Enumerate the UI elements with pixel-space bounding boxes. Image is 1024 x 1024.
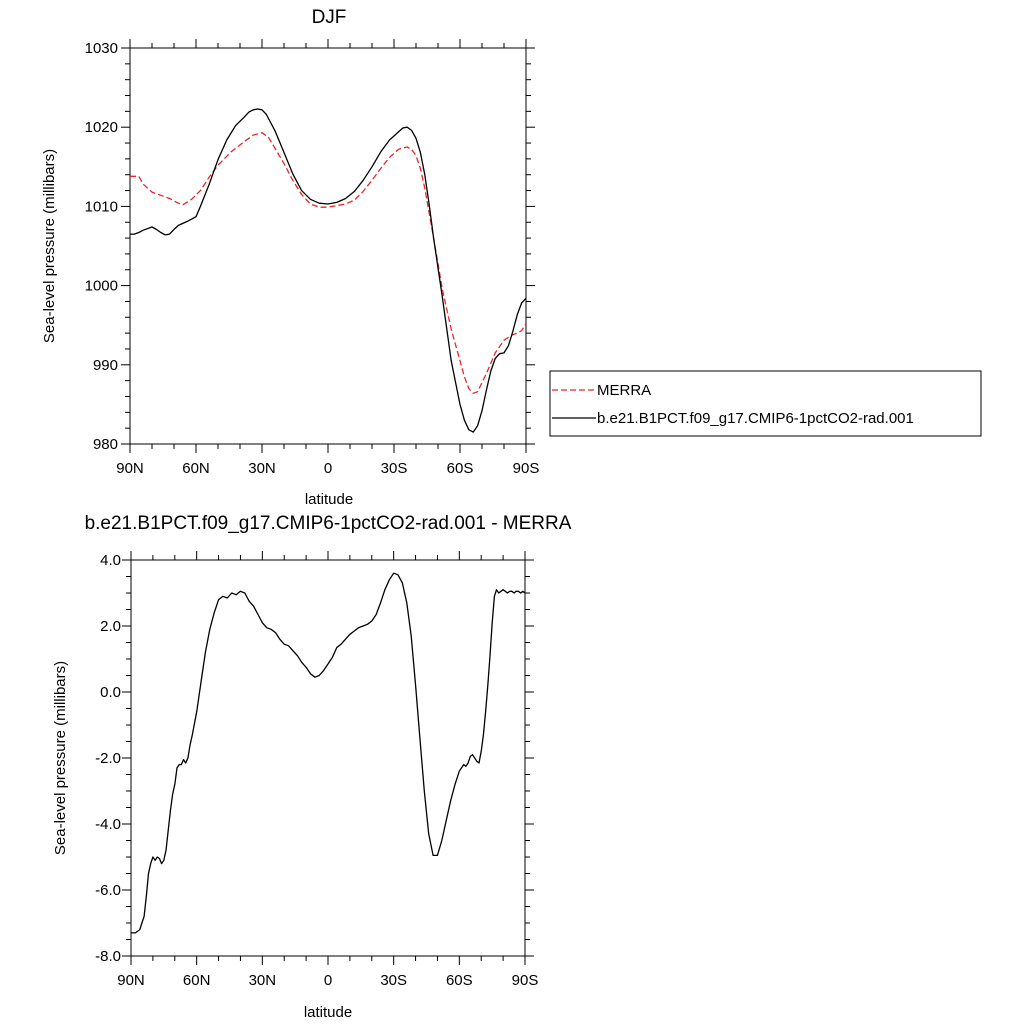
legend-label-merra: MERRA xyxy=(597,382,651,399)
top-y-tick-label: 1010 xyxy=(85,198,118,215)
bottom-y-tick-label: -2.0 xyxy=(95,750,121,767)
bottom-x-tick-label: 60S xyxy=(446,972,473,989)
bottom-y-tick-label: -8.0 xyxy=(95,948,121,965)
bottom-y-tick-label: -4.0 xyxy=(95,816,121,833)
bottom-y-axis: -8.0 -6.0 -4.0 -2.0 0.0 2.0 4.0 xyxy=(95,552,534,965)
top-x-axis: 90N 60N 30N 0 30S 60S 90S xyxy=(116,39,539,477)
bottom-x-tick-label: 90S xyxy=(512,972,539,989)
bottom-y-tick-label: 4.0 xyxy=(100,552,121,569)
top-x-tick-label: 30N xyxy=(248,460,276,477)
bottom-x-tick-label: 90N xyxy=(117,972,145,989)
top-panel: DJF 980 990 1000 1010 1020 1030 90N 60N 30N 0 30S… xyxy=(41,7,539,508)
legend-box xyxy=(549,370,982,437)
top-y-axis-title: Sea-level pressure (millibars) xyxy=(41,149,58,343)
bottom-series-line-0 xyxy=(131,572,526,934)
top-x-tick-label: 90N xyxy=(116,460,144,477)
legend-label-model: b.e21.B1PCT.f09_g17.CMIP6-1pctCO2-rad.00… xyxy=(597,410,914,427)
top-x-tick-label: 0 xyxy=(324,460,332,477)
top-series-line-1 xyxy=(130,108,527,433)
bottom-y-tick-label: -6.0 xyxy=(95,882,121,899)
legend: MERRA b.e21.B1PCT.f09_g17.CMIP6-1pctCO2-… xyxy=(549,370,982,437)
bottom-x-axis-title: latitude xyxy=(304,1004,352,1021)
top-plot-frame xyxy=(129,47,527,445)
bottom-x-tick-label: 30N xyxy=(249,972,277,989)
top-series-line-0 xyxy=(130,132,527,394)
top-y-tick-label: 980 xyxy=(93,436,118,453)
bottom-x-tick-label: 30S xyxy=(380,972,407,989)
bottom-y-tick-label: 2.0 xyxy=(100,618,121,635)
top-x-tick-label: 30S xyxy=(381,460,408,477)
top-panel-title: DJF xyxy=(312,7,347,28)
top-x-tick-label: 60N xyxy=(182,460,210,477)
top-x-tick-label: 60S xyxy=(447,460,474,477)
top-y-tick-label: 990 xyxy=(93,357,118,374)
bottom-x-tick-label: 0 xyxy=(324,972,332,989)
top-x-axis-title: latitude xyxy=(305,491,353,508)
bottom-series xyxy=(131,572,526,934)
top-y-tick-label: 1000 xyxy=(85,278,118,295)
top-series xyxy=(130,108,527,433)
top-y-tick-label: 1030 xyxy=(85,40,118,57)
bottom-panel-title: b.e21.B1PCT.f09_g17.CMIP6-1pctCO2-rad.00… xyxy=(85,513,572,534)
top-y-axis: 980 990 1000 1010 1020 1030 xyxy=(85,40,535,453)
bottom-y-axis-title: Sea-level pressure (millibars) xyxy=(52,661,69,855)
bottom-panel: b.e21.B1PCT.f09_g17.CMIP6-1pctCO2-rad.00… xyxy=(52,513,572,1021)
bottom-y-tick-label: 0.0 xyxy=(100,684,121,701)
top-x-tick-label: 90S xyxy=(513,460,540,477)
bottom-x-tick-label: 60N xyxy=(183,972,211,989)
top-y-tick-label: 1020 xyxy=(85,119,118,136)
bottom-x-axis: 90N 60N 30N 0 30S 60S 90S xyxy=(117,551,538,989)
bottom-plot-frame xyxy=(130,559,526,957)
